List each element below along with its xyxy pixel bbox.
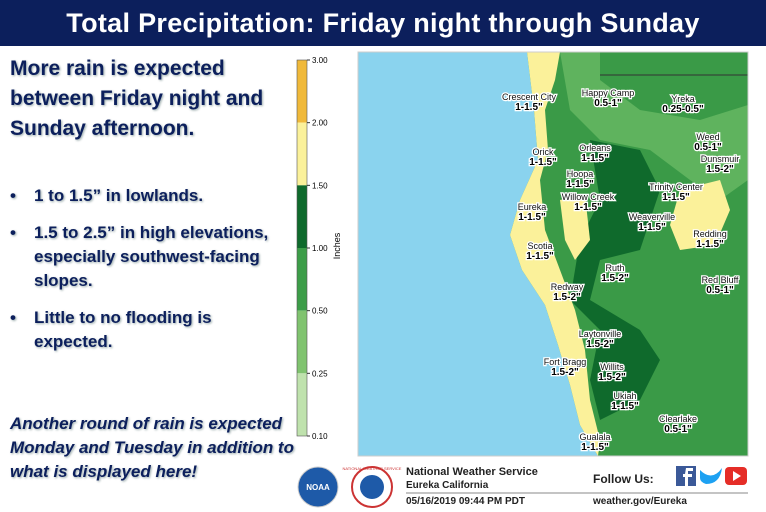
place-name: Scotia bbox=[527, 241, 552, 251]
legend-band bbox=[297, 122, 307, 186]
place-amount: 1-1.5" bbox=[515, 102, 543, 113]
place-name: Eureka bbox=[518, 202, 547, 212]
legend-tick-label: 0.50 bbox=[312, 307, 328, 316]
bullet: 1 to 1.5” in lowlands. bbox=[10, 184, 285, 208]
website[interactable]: weather.gov/Eureka bbox=[592, 496, 687, 507]
place-name: Orick bbox=[533, 147, 554, 157]
timestamp: 05/16/2019 09:44 PM PDT bbox=[406, 496, 525, 507]
legend-tick-label: 1.00 bbox=[312, 244, 328, 253]
place-name: Trinity Center bbox=[649, 182, 703, 192]
place-name: Redding bbox=[693, 229, 727, 239]
place-amount: 1-1.5" bbox=[581, 153, 609, 164]
place-name: Fort Bragg bbox=[544, 357, 587, 367]
place-amount: 1.5-2" bbox=[598, 372, 626, 383]
place-name: Hoopa bbox=[567, 169, 594, 179]
header-title: Total Precipitation: Friday night throug… bbox=[0, 0, 766, 46]
place-amount: 1-1.5" bbox=[566, 179, 594, 190]
nws-logo-inner bbox=[360, 475, 384, 499]
place-name: Ruth bbox=[605, 263, 624, 273]
office: National Weather Service bbox=[406, 466, 538, 478]
bullet: Little to no flooding is expected. bbox=[10, 306, 285, 354]
place-name: Crescent City bbox=[502, 92, 557, 102]
place-amount: 1.5-2" bbox=[706, 164, 734, 175]
place-amount: 1-1.5" bbox=[638, 222, 666, 233]
outlook: Another round of rain is expected Monday… bbox=[10, 414, 294, 481]
place-name: Dunsmuir bbox=[701, 154, 740, 164]
legend-tick-label: 3.00 bbox=[312, 56, 328, 65]
place-name: Willits bbox=[600, 362, 624, 372]
location: Eureka California bbox=[406, 480, 489, 491]
youtube-glyph bbox=[733, 471, 741, 481]
legend-axis-label: Inches bbox=[332, 232, 342, 259]
nws-logo-text: NATIONAL WEATHER SERVICE bbox=[343, 466, 402, 471]
place-amount: 1-1.5" bbox=[662, 192, 690, 203]
place-amount: 1-1.5" bbox=[529, 157, 557, 168]
facebook-glyph bbox=[683, 468, 693, 486]
yellow-patch bbox=[560, 195, 590, 260]
place-name: Willow Creek bbox=[562, 192, 615, 202]
place-name: Gualala bbox=[579, 432, 610, 442]
place-name: Laytonville bbox=[579, 329, 622, 339]
place-amount: 1.5-2" bbox=[551, 367, 579, 378]
legend-band bbox=[297, 185, 307, 248]
follow-label: Follow Us: bbox=[593, 472, 654, 486]
place-name: Red Bluff bbox=[702, 275, 739, 285]
land-light bbox=[560, 52, 748, 200]
place-amount: 0.5-1" bbox=[664, 424, 692, 435]
place-name: Redway bbox=[551, 282, 584, 292]
place-amount: 0.5-1" bbox=[694, 142, 722, 153]
place-name: Ukiah bbox=[613, 391, 636, 401]
place-amount: 0.25-0.5" bbox=[662, 104, 704, 115]
legend-band bbox=[297, 373, 307, 436]
noaa-logo bbox=[297, 466, 339, 508]
legend-band bbox=[297, 310, 307, 374]
place-name: Orleans bbox=[579, 143, 611, 153]
coastal-yellow bbox=[510, 52, 600, 456]
legend-band bbox=[297, 248, 307, 311]
heavy-area bbox=[570, 140, 660, 420]
place-name: Happy Camp bbox=[582, 88, 635, 98]
legend-tick-label: 2.00 bbox=[312, 119, 328, 128]
place-amount: 1-1.5" bbox=[526, 251, 554, 262]
place-amount: 1-1.5" bbox=[581, 442, 609, 453]
yellow-patch bbox=[670, 180, 730, 250]
place-amount: 1-1.5" bbox=[696, 239, 724, 250]
place-amount: 1.5-2" bbox=[601, 273, 629, 284]
place-name: Weaverville bbox=[629, 212, 675, 222]
place-amount: 1.5-2" bbox=[586, 339, 614, 350]
place-amount: 0.5-1" bbox=[594, 98, 622, 109]
legend-tick-label: 0.25 bbox=[312, 369, 328, 378]
place-amount: 1-1.5" bbox=[611, 401, 639, 412]
legend-band bbox=[297, 60, 307, 123]
place-amount: 1.5-2" bbox=[553, 292, 581, 303]
legend-tick-label: 1.50 bbox=[312, 181, 328, 190]
headline: More rain is expected between Friday nig… bbox=[10, 57, 264, 140]
legend-tick-label: 0.10 bbox=[312, 432, 328, 441]
twitter-icon[interactable] bbox=[700, 468, 722, 484]
place-amount: 0.5-1" bbox=[706, 285, 734, 296]
noaa-logo-text: NOAA bbox=[306, 483, 330, 492]
place-amount: 1-1.5" bbox=[574, 202, 602, 213]
place-amount: 1-1.5" bbox=[518, 212, 546, 223]
place-name: Yreka bbox=[671, 94, 695, 104]
map-frame bbox=[357, 51, 749, 457]
bullet-list: 1 to 1.5” in lowlands. 1.5 to 2.5” in hi… bbox=[10, 184, 285, 367]
bullet: 1.5 to 2.5” in high elevations, especial… bbox=[10, 221, 285, 293]
place-name: Clearlake bbox=[659, 414, 697, 424]
place-name: Weed bbox=[696, 132, 719, 142]
